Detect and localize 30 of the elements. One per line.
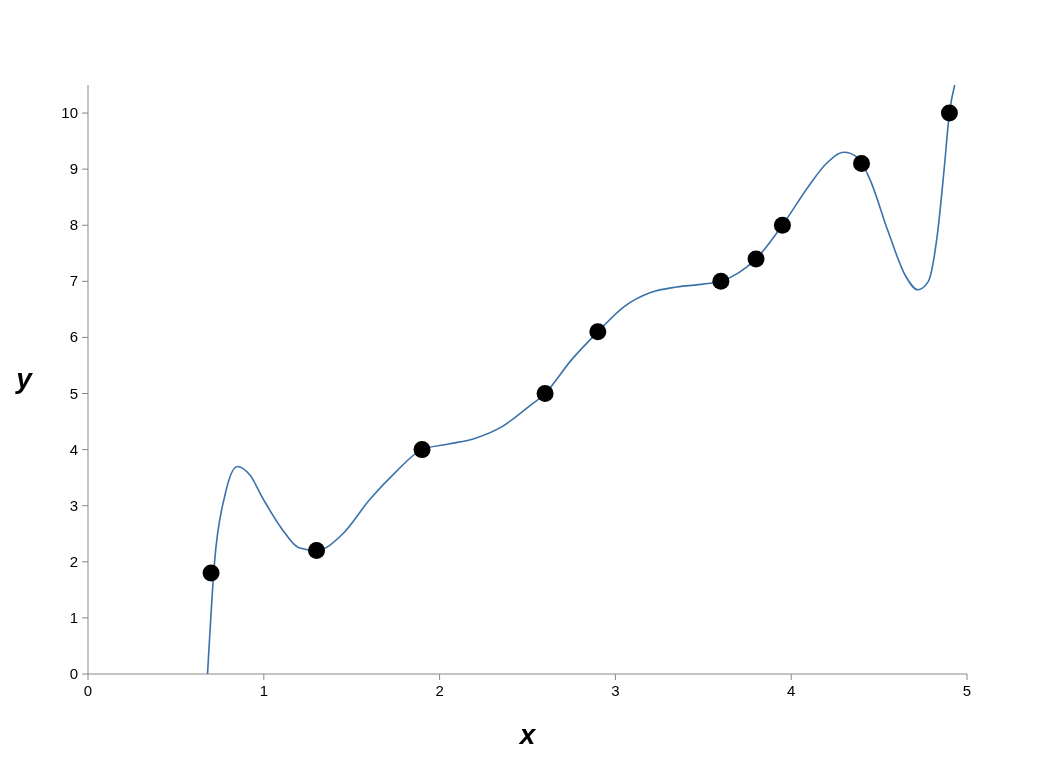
- x-tick-label: 4: [787, 682, 796, 699]
- y-tick-label: 0: [69, 665, 78, 682]
- y-tick-label: 1: [69, 608, 78, 626]
- point: [853, 155, 871, 173]
- point: [536, 385, 554, 403]
- x-tick-label: 0: [83, 682, 93, 699]
- point: [773, 216, 791, 234]
- point: [712, 272, 730, 290]
- y-tick-label: 5: [69, 384, 78, 402]
- y-axis-title: y: [14, 362, 34, 394]
- y-tick-label: 7: [69, 272, 78, 290]
- x-tick-label: 3: [611, 682, 620, 699]
- x-axis-title: x: [517, 719, 537, 750]
- point: [747, 250, 765, 268]
- y-tick-label: 10: [61, 104, 78, 122]
- y-tick-label: 3: [69, 496, 78, 514]
- point: [940, 104, 958, 122]
- y-tick-label: 9: [69, 160, 78, 178]
- x-tick-label: 1: [259, 682, 268, 699]
- point: [308, 542, 326, 560]
- y-tick-label: 2: [69, 552, 78, 570]
- point: [413, 441, 431, 459]
- y-tick-label: 8: [69, 216, 78, 234]
- point: [202, 564, 220, 582]
- x-tick-label: 2: [435, 682, 444, 699]
- line-series: [206, 84, 956, 675]
- point: [589, 323, 607, 341]
- x-tick-label: 5: [962, 682, 972, 699]
- y-tick-label: 4: [69, 440, 78, 458]
- y-tick-label: 6: [69, 328, 78, 346]
